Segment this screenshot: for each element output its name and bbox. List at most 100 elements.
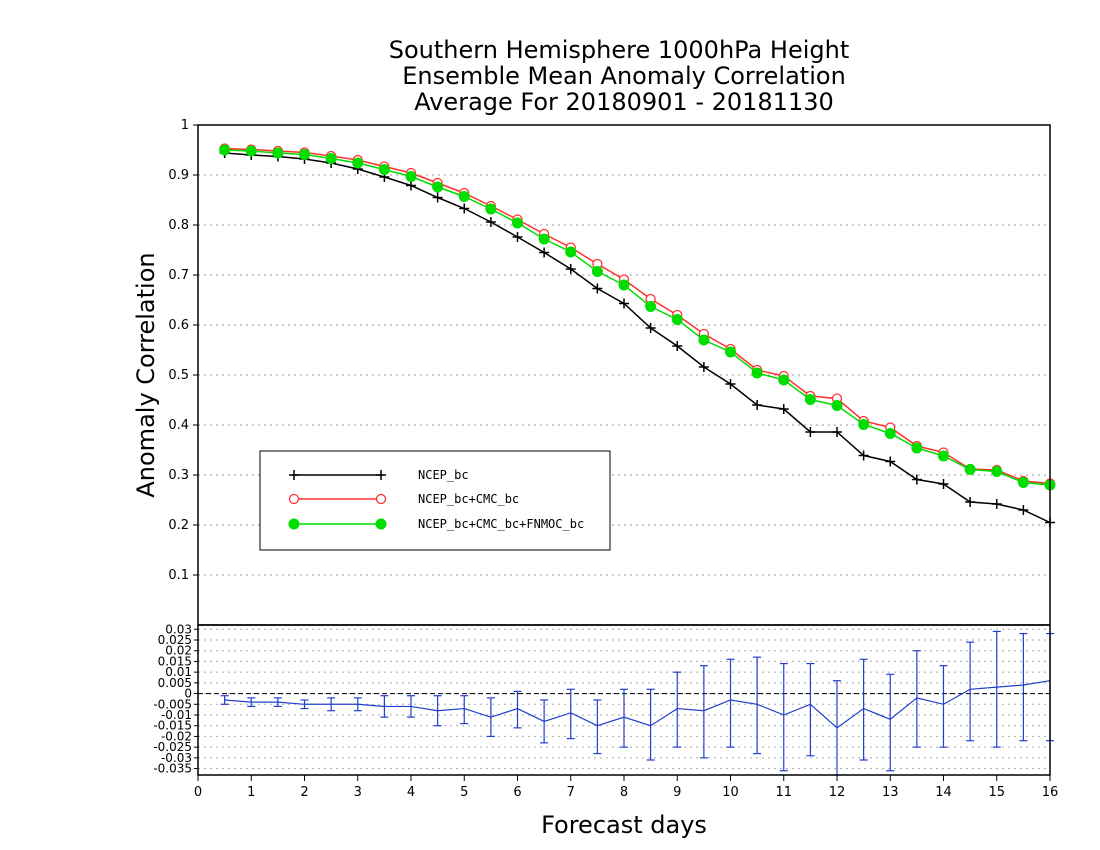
legend-marker (375, 493, 387, 505)
series-0-point (698, 362, 709, 372)
error-bar (699, 665, 708, 759)
error-bar (966, 641, 975, 742)
series-0-point (778, 404, 789, 414)
error-bar (886, 673, 895, 772)
series-2-point (485, 203, 497, 215)
x-tick-label: 14 (935, 785, 952, 800)
difference-y-tick-label: -0.005 (153, 697, 192, 711)
series-0-point (406, 180, 416, 191)
chart-title-line-2: Ensemble Mean Anomaly Correlation (402, 62, 846, 90)
difference-panel: -0.035-0.03-0.025-0.02-0.015-0.01-0.0050… (153, 622, 1054, 776)
series-0-point (805, 427, 816, 437)
series-2-point (512, 217, 523, 229)
main-y-tick-label: 0.5 (168, 368, 189, 383)
main-series-layer (219, 143, 1056, 528)
series-2-point (618, 279, 630, 291)
y-axis-title: Anomaly Correlation (132, 252, 160, 497)
x-tick-label: 12 (829, 785, 846, 800)
series-0-point (592, 283, 603, 294)
x-tick-label: 3 (354, 785, 362, 800)
series-2-point (405, 171, 417, 182)
legend-item-1: NCEP_bc+CMC_bc (288, 492, 519, 506)
chart-title-line-3: Average For 20180901 - 20181130 (414, 88, 834, 116)
series-0-point (512, 232, 523, 242)
main-y-tick-label: 0.7 (168, 268, 189, 283)
x-axis-title: Forecast days (541, 811, 707, 839)
series-0-point (858, 450, 869, 461)
series-0-point (619, 298, 629, 309)
series-0-point (911, 474, 922, 485)
series-2-point (245, 145, 257, 157)
series-2-point (538, 233, 550, 245)
series-2-point (991, 466, 1003, 477)
main-y-tick-label: 0.3 (168, 468, 189, 483)
series-2-point (219, 144, 231, 156)
main-panel: 0.1 0.2 0.3 0.4 0.5 0.6 0.7 0.8 0.9 1 (168, 118, 1056, 626)
legend-label: NCEP_bc+CMC_bc (418, 492, 519, 506)
main-y-tick-label: 1 (181, 118, 189, 133)
main-y-tick-label: 0.1 (168, 568, 189, 583)
x-tick-label: 8 (620, 785, 628, 800)
error-bar (992, 630, 1001, 748)
series-0-point (432, 192, 443, 203)
error-bar (939, 665, 948, 748)
error-bar (726, 658, 735, 748)
x-tick-label: 13 (882, 785, 899, 800)
series-0-point (938, 479, 949, 489)
series-2-point (964, 464, 976, 475)
series-0-point (459, 203, 470, 214)
x-tick-label: 9 (673, 785, 681, 800)
error-bar (566, 688, 575, 740)
series-2-point (778, 374, 790, 386)
x-tick-label: 15 (988, 785, 1005, 800)
series-2-point (884, 428, 896, 439)
series-2-point (591, 266, 603, 277)
series-0-point (885, 456, 896, 467)
main-y-ticks: 0.1 0.2 0.3 0.4 0.5 0.6 0.7 0.8 0.9 1 (168, 118, 198, 583)
main-y-tick-label: 0.6 (168, 318, 189, 333)
series-2-point (1017, 477, 1029, 488)
series-2-point (378, 164, 390, 175)
x-tick-label: 7 (567, 785, 575, 800)
difference-line (224, 680, 1051, 729)
legend: NCEP_bc NCEP_bc+CMC_bc NCEP_bc+CMC_bc+FNMO… (259, 450, 611, 551)
series-2-point (325, 153, 337, 164)
legend-marker (288, 518, 300, 530)
error-bar (646, 688, 655, 761)
chart-title-line-1: Southern Hemisphere 1000hPa Height (389, 36, 849, 64)
error-bar (513, 690, 522, 729)
series-2-point (938, 450, 949, 462)
error-bar (806, 662, 815, 757)
error-bar (593, 699, 602, 755)
series-0-point (1018, 505, 1029, 515)
x-tick-label: 0 (194, 785, 202, 800)
legend-marker (288, 493, 300, 505)
series-0-point (539, 247, 550, 258)
x-tick-label: 4 (407, 785, 415, 800)
legend-label: NCEP_bc+CMC_bc+FNMOC_bc (418, 517, 584, 531)
series-2-point (751, 367, 763, 379)
x-tick-label: 10 (722, 785, 739, 800)
series-0-point (725, 379, 736, 389)
legend-label: NCEP_bc (418, 468, 469, 482)
x-tick-label: 6 (513, 785, 521, 800)
series-2-point (911, 442, 923, 454)
error-bar (620, 688, 628, 748)
error-bar (859, 658, 868, 761)
series-2-point (645, 301, 657, 312)
series-0-point (832, 427, 842, 437)
difference-y-tick-label: 0.015 (158, 654, 192, 668)
x-tick-label: 5 (460, 785, 468, 800)
main-y-tick-label: 0.2 (168, 518, 189, 533)
main-y-tick-label: 0.4 (168, 418, 189, 433)
difference-y-tick-label: 0.03 (165, 622, 192, 636)
difference-y-tick-label: 0.02 (165, 644, 192, 658)
x-tick-label: 16 (1042, 785, 1059, 800)
difference-y-tick-label: 0.025 (158, 633, 192, 647)
difference-y-ticks: -0.035-0.03-0.025-0.02-0.015-0.01-0.0050… (153, 622, 198, 776)
series-0-point (752, 400, 763, 410)
error-bar (673, 671, 682, 748)
difference-y-tick-label: -0.015 (153, 719, 192, 733)
series-2-point (458, 191, 470, 202)
